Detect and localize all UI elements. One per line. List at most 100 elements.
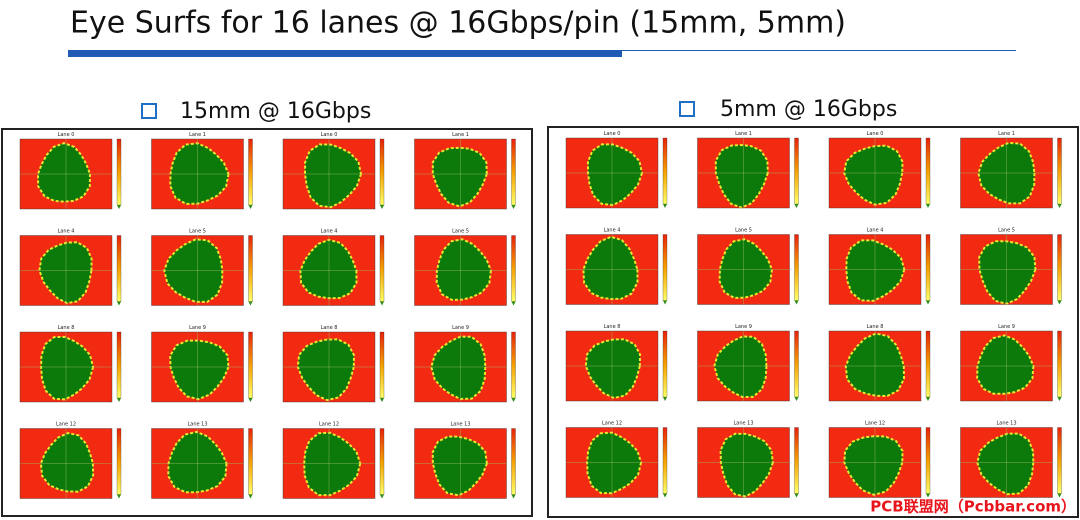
colorbar <box>379 138 385 206</box>
colorbar-tip <box>794 493 799 498</box>
colorbar-tip <box>511 205 516 209</box>
plot-title: Lane 1 <box>735 131 752 137</box>
plot-frame <box>960 330 1053 402</box>
colorbar <box>1057 330 1062 398</box>
eye-opening <box>718 238 773 299</box>
colorbar <box>1057 427 1062 494</box>
plot-frame <box>960 137 1053 209</box>
plot-title: Lane 12 <box>865 421 885 427</box>
plot-frame <box>19 428 113 499</box>
colorbar <box>662 234 668 301</box>
eye-plot: Lane 9 <box>697 324 799 402</box>
colorbar <box>794 137 799 205</box>
colorbar-tip <box>926 204 930 208</box>
plot-title: Lane 9 <box>735 324 752 330</box>
eye-opening <box>430 335 487 401</box>
eye-plot: Lane 12 <box>19 422 122 499</box>
colorbar <box>511 138 516 206</box>
colorbar-tip <box>380 494 384 499</box>
plot-title: Lane 1 <box>189 132 206 138</box>
plot-title: Lane 8 <box>604 324 621 330</box>
colorbar-tip <box>117 398 121 402</box>
plot-title: Lane 13 <box>996 421 1016 427</box>
plot-frame <box>282 331 376 403</box>
plot-frame <box>151 235 244 306</box>
plot-frame <box>151 428 244 499</box>
eye-plot: Lane 12 <box>565 421 668 498</box>
plot-frame <box>960 234 1053 305</box>
colorbar-tip <box>248 205 253 209</box>
colorbar-tip <box>1057 493 1062 498</box>
eye-plot: Lane 13 <box>151 422 253 499</box>
plot-frame <box>151 138 244 210</box>
plot-title: Lane 0 <box>321 132 338 138</box>
colorbar <box>794 427 799 494</box>
plot-frame <box>697 330 790 402</box>
eye-opening <box>431 146 488 208</box>
eye-plot: Lane 0 <box>828 131 931 209</box>
plot-title: Lane 4 <box>58 229 75 235</box>
plot-title: Lane 8 <box>321 325 338 331</box>
colorbar <box>925 137 931 205</box>
colorbar <box>925 234 931 301</box>
plot-title: Lane 4 <box>867 228 884 234</box>
plot-frame <box>697 427 790 498</box>
colorbar-tip <box>926 493 930 498</box>
eye-plot: Lane 4 <box>565 228 668 305</box>
colorbar-tip <box>926 397 930 401</box>
colorbar <box>379 235 385 302</box>
colorbar-tip <box>117 494 121 499</box>
colorbar-tip <box>511 398 516 402</box>
colorbar <box>794 234 799 301</box>
eye-opening <box>976 432 1035 496</box>
eye-plot: Lane 1 <box>151 132 253 210</box>
plot-title: Lane 1 <box>452 132 469 138</box>
plot-title: Lane 12 <box>319 422 339 428</box>
colorbar <box>379 428 385 495</box>
eye-plot: Lane 1 <box>697 131 799 209</box>
colorbar-tip <box>248 301 253 306</box>
plot-title: Lane 9 <box>189 325 206 331</box>
section-label: 15mm @ 16Gbps <box>180 99 371 124</box>
plot-title: Lane 0 <box>604 131 621 137</box>
colorbar <box>116 235 122 302</box>
eye-opening <box>582 235 639 301</box>
eye-plot: Lane 1 <box>414 132 516 210</box>
plot-frame <box>19 331 113 403</box>
slide-title: Eye Surfs for 16 lanes @ 16Gbps/pin (15m… <box>70 6 846 41</box>
plot-title: Lane 4 <box>604 228 621 234</box>
eye-opening <box>303 431 362 497</box>
colorbar-tip <box>663 493 667 498</box>
colorbar <box>248 428 253 495</box>
colorbar-tip <box>1057 300 1062 305</box>
colorbar <box>925 330 931 398</box>
colorbar <box>511 331 516 399</box>
eye-opening <box>978 240 1037 305</box>
eye-opening <box>39 432 95 493</box>
colorbar <box>1057 234 1062 301</box>
colorbar-tip <box>117 205 121 209</box>
colorbar <box>116 138 122 206</box>
eye-plot: Lane 12 <box>282 422 385 499</box>
plot-frame <box>828 330 922 402</box>
eye-opening <box>584 338 642 400</box>
colorbar-tip <box>794 397 799 401</box>
plot-title: Lane 8 <box>867 324 884 330</box>
plot-title: Lane 8 <box>58 325 75 331</box>
eye-plot: Lane 9 <box>151 325 253 403</box>
colorbar-tip <box>1057 204 1062 208</box>
colorbar-tip <box>117 301 121 306</box>
plot-frame <box>960 427 1053 498</box>
plot-title: Lane 0 <box>867 131 884 137</box>
eye-plot: Lane 13 <box>697 421 799 498</box>
colorbar <box>794 330 799 398</box>
plot-title: Lane 12 <box>602 421 622 427</box>
plot-frame <box>565 330 659 402</box>
colorbar-tip <box>926 300 930 305</box>
plot-title: Lane 0 <box>58 132 75 138</box>
colorbar <box>1057 137 1062 205</box>
eye-plot: Lane 8 <box>565 324 668 402</box>
eye-plot: Lane 13 <box>960 421 1062 498</box>
plot-frame <box>828 234 922 305</box>
